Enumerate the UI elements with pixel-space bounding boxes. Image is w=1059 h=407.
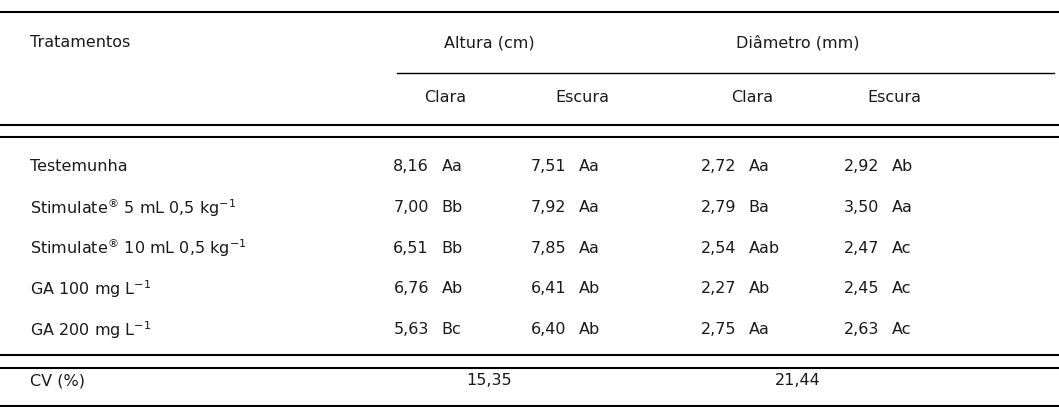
- Text: CV (%): CV (%): [30, 373, 85, 388]
- Text: Diâmetro (mm): Diâmetro (mm): [736, 35, 859, 50]
- Text: Ab: Ab: [442, 282, 463, 296]
- Text: Ac: Ac: [892, 322, 911, 337]
- Text: Ab: Ab: [749, 282, 770, 296]
- Text: Aab: Aab: [749, 241, 779, 256]
- Text: Stimulate$^{®}$ 5 mL 0,5 kg$^{-1}$: Stimulate$^{®}$ 5 mL 0,5 kg$^{-1}$: [30, 196, 236, 219]
- Text: 5,63: 5,63: [394, 322, 429, 337]
- Text: 2,27: 2,27: [700, 282, 736, 296]
- Text: 6,51: 6,51: [393, 241, 429, 256]
- Text: Bc: Bc: [442, 322, 462, 337]
- Text: 8,16: 8,16: [393, 160, 429, 174]
- Text: Ba: Ba: [749, 200, 770, 215]
- Text: Tratamentos: Tratamentos: [30, 35, 130, 50]
- Text: 6,76: 6,76: [393, 282, 429, 296]
- Text: 2,45: 2,45: [843, 282, 879, 296]
- Text: Altura (cm): Altura (cm): [444, 35, 535, 50]
- Text: Testemunha: Testemunha: [30, 160, 127, 174]
- Text: Aa: Aa: [579, 200, 600, 215]
- Text: Ab: Ab: [579, 322, 600, 337]
- Text: Aa: Aa: [749, 160, 770, 174]
- Text: 2,54: 2,54: [700, 241, 736, 256]
- Text: 7,00: 7,00: [393, 200, 429, 215]
- Text: Clara: Clara: [731, 90, 773, 105]
- Text: 2,63: 2,63: [844, 322, 879, 337]
- Text: Ab: Ab: [892, 160, 913, 174]
- Text: GA 200 mg L$^{-1}$: GA 200 mg L$^{-1}$: [30, 319, 151, 341]
- Text: Bb: Bb: [442, 200, 463, 215]
- Text: GA 100 mg L$^{-1}$: GA 100 mg L$^{-1}$: [30, 278, 151, 300]
- Text: 3,50: 3,50: [844, 200, 879, 215]
- Text: 2,72: 2,72: [700, 160, 736, 174]
- Text: Ab: Ab: [579, 282, 600, 296]
- Text: 7,85: 7,85: [531, 241, 567, 256]
- Text: 7,92: 7,92: [531, 200, 567, 215]
- Text: Aa: Aa: [749, 322, 770, 337]
- Text: 21,44: 21,44: [774, 373, 821, 388]
- Text: 2,47: 2,47: [843, 241, 879, 256]
- Text: Escura: Escura: [868, 90, 921, 105]
- Text: 2,75: 2,75: [700, 322, 736, 337]
- Text: Aa: Aa: [442, 160, 463, 174]
- Text: 7,51: 7,51: [531, 160, 567, 174]
- Text: 2,92: 2,92: [843, 160, 879, 174]
- Text: Aa: Aa: [579, 241, 600, 256]
- Text: Clara: Clara: [424, 90, 466, 105]
- Text: Ac: Ac: [892, 282, 911, 296]
- Text: Escura: Escura: [556, 90, 609, 105]
- Text: Bb: Bb: [442, 241, 463, 256]
- Text: 2,79: 2,79: [700, 200, 736, 215]
- Text: Ac: Ac: [892, 241, 911, 256]
- Text: 6,40: 6,40: [531, 322, 567, 337]
- Text: Aa: Aa: [892, 200, 913, 215]
- Text: 6,41: 6,41: [531, 282, 567, 296]
- Text: Aa: Aa: [579, 160, 600, 174]
- Text: Stimulate$^{®}$ 10 mL 0,5 kg$^{-1}$: Stimulate$^{®}$ 10 mL 0,5 kg$^{-1}$: [30, 237, 246, 260]
- Text: 15,35: 15,35: [466, 373, 513, 388]
